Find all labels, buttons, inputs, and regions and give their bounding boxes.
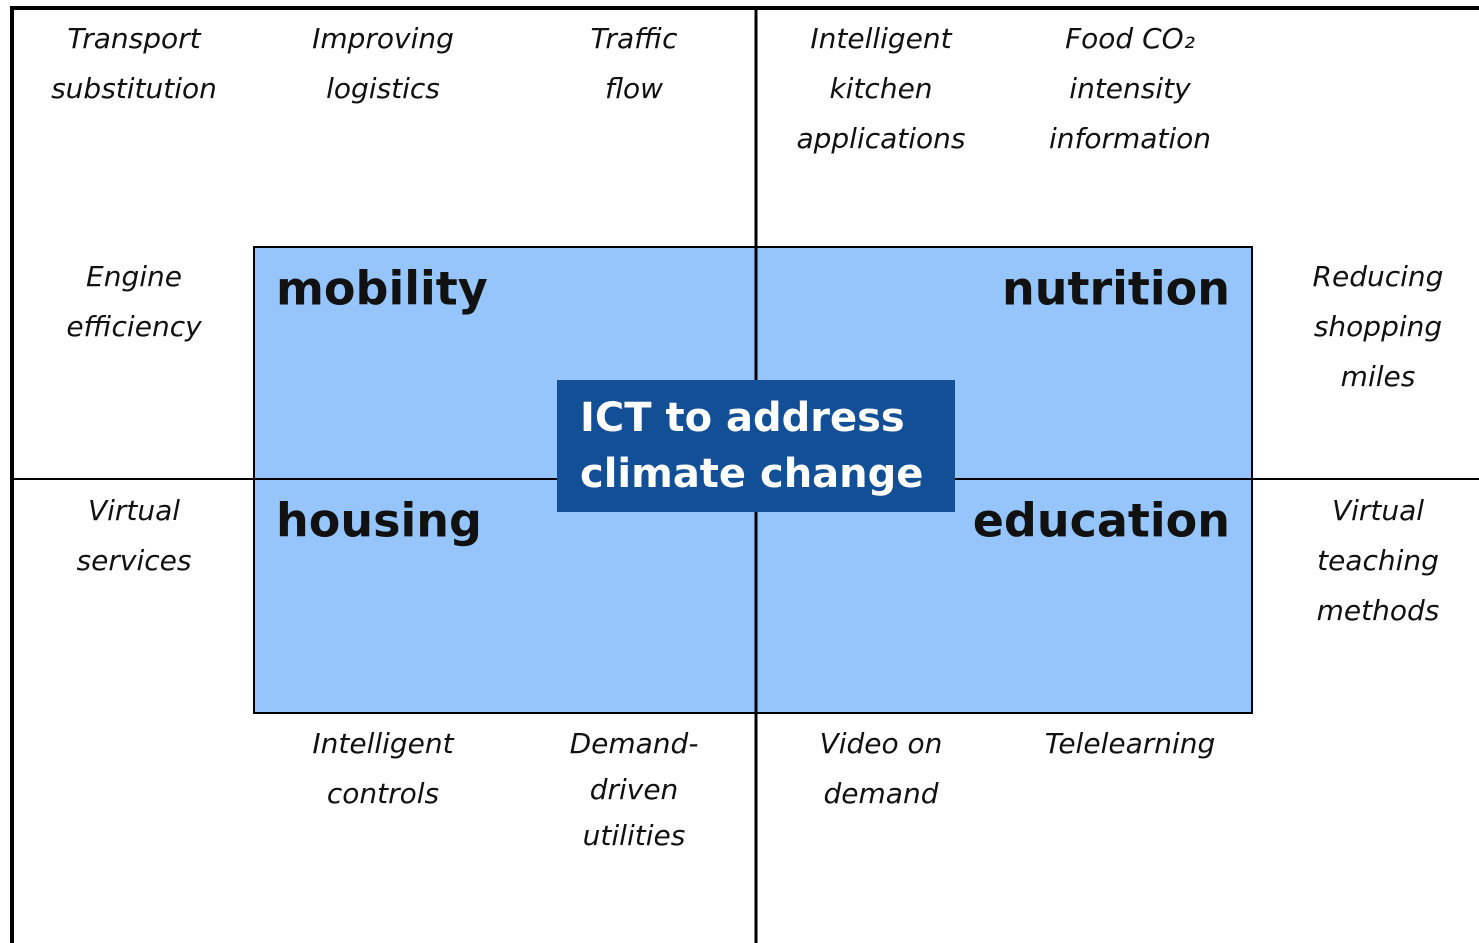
item-label: Food CO₂	[1065, 22, 1195, 55]
item-label: logistics	[326, 72, 440, 105]
center-labels: ICT to address climate change	[580, 395, 923, 497]
item-label: miles	[1341, 360, 1416, 393]
center-label: climate change	[580, 451, 923, 497]
item-label: information	[1049, 122, 1211, 155]
center-label: ICT to address	[580, 395, 905, 441]
item-label: Demand-	[570, 727, 699, 760]
item-label: Intelligent	[312, 727, 454, 760]
item-label: Improving	[312, 22, 454, 55]
item-label: intensity	[1069, 72, 1191, 105]
item-label: kitchen	[829, 72, 932, 105]
quadrant-labels: mobility nutrition housing education	[276, 262, 1230, 548]
item-label: controls	[327, 777, 439, 810]
item-label: substitution	[51, 72, 217, 105]
item-labels: Transport substitution Improving logistics T…	[51, 22, 1443, 852]
center-box	[557, 380, 955, 512]
quadrant-label: education	[973, 494, 1230, 548]
item-label: Telelearning	[1045, 727, 1216, 760]
item-label: shopping	[1314, 310, 1442, 343]
quadrant-label: housing	[276, 494, 482, 548]
item-label: services	[77, 544, 192, 577]
item-label: Reducing	[1313, 260, 1444, 293]
item-label: Intelligent	[810, 22, 952, 55]
item-label: flow	[605, 72, 663, 105]
item-label: Virtual	[88, 494, 180, 527]
item-label: applications	[796, 122, 965, 155]
item-label: efficiency	[66, 310, 202, 343]
quadrant-label: nutrition	[1002, 262, 1230, 316]
item-label: driven	[590, 773, 679, 806]
item-label: methods	[1317, 594, 1440, 627]
item-label: Virtual	[1332, 494, 1424, 527]
item-label: utilities	[583, 819, 686, 852]
item-label: teaching	[1317, 544, 1439, 577]
item-label: Video on	[820, 727, 943, 760]
item-label: Traffic	[591, 22, 679, 55]
item-label: demand	[824, 777, 939, 810]
quadrant-label: mobility	[276, 262, 488, 316]
item-label: Transport	[67, 22, 201, 55]
item-label: Engine	[86, 260, 182, 293]
